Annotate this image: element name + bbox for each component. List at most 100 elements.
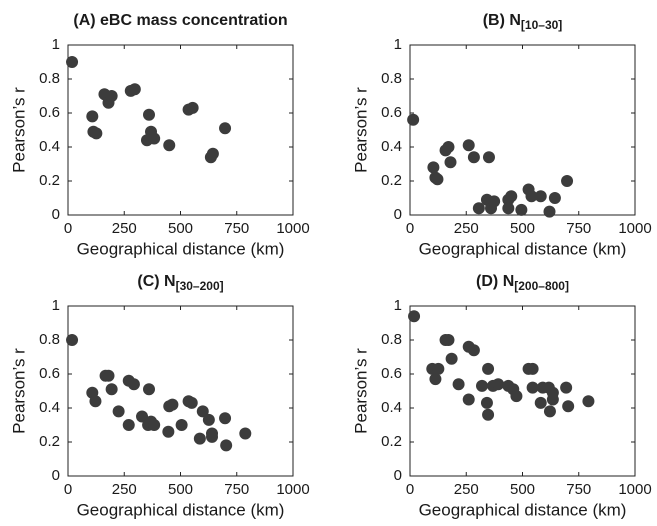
y-axis-label: Pearson’s r: [9, 87, 28, 173]
point: [122, 419, 135, 431]
x-axis-label: Geographical distance (km): [419, 500, 627, 519]
point: [86, 110, 99, 123]
point: [66, 56, 79, 68]
point: [239, 427, 252, 440]
point: [148, 419, 161, 431]
point: [502, 202, 515, 215]
y-tick-label: 0.8: [381, 331, 402, 348]
panel: (D) N[200–800] 0 0.2 0.4 0.6 0.8 1 0 250 500 750 10…: [351, 273, 651, 519]
x-axis-label: Geographical distance (km): [419, 239, 627, 258]
point: [452, 378, 465, 391]
x-tick-label: 0: [406, 481, 414, 498]
x-tick-label: 250: [454, 220, 479, 237]
point: [148, 132, 161, 145]
point: [462, 393, 475, 406]
point: [206, 147, 219, 160]
point: [102, 369, 115, 382]
point: [202, 413, 215, 426]
point: [193, 432, 206, 445]
y-axis-label: Pearson’s r: [351, 87, 370, 173]
point: [525, 190, 538, 203]
x-tick-label: 750: [224, 220, 249, 237]
point: [162, 425, 175, 438]
point: [429, 373, 442, 386]
point: [143, 383, 155, 396]
title-main: (D) N: [476, 273, 514, 290]
point: [66, 334, 79, 346]
x-tick-label: 0: [64, 481, 72, 498]
point: [206, 430, 218, 443]
title-main: (B) N: [483, 12, 521, 29]
y-tick-label: 1: [394, 297, 402, 314]
point: [128, 83, 141, 96]
y-tick-label: 0.6: [381, 104, 402, 121]
point: [562, 400, 575, 413]
point: [408, 310, 421, 323]
y-tick-label: 0: [52, 206, 60, 223]
point: [219, 122, 232, 135]
y-tick-label: 1: [394, 36, 402, 53]
point: [166, 398, 179, 411]
plot-frame: [409, 44, 636, 216]
point: [482, 408, 495, 421]
x-tick-label: 1000: [618, 481, 651, 498]
y-tick-label: 0.4: [39, 399, 60, 416]
point: [462, 139, 475, 152]
point: [560, 381, 573, 394]
title-subscript: [30–200]: [176, 279, 224, 293]
y-axis-label: Pearson’s r: [9, 348, 28, 434]
point: [90, 127, 103, 140]
point: [127, 378, 140, 391]
point: [476, 379, 488, 392]
panel: (C) N[30–200] 0 0.2 0.4 0.6 0.8 1 0 250 500 750 100…: [9, 273, 309, 519]
point: [442, 334, 455, 346]
x-tick-label: 1000: [618, 220, 651, 237]
y-tick-label: 0.6: [39, 365, 60, 382]
x-tick-label: 1000: [276, 220, 309, 237]
point: [89, 395, 102, 408]
x-axis-label: Geographical distance (km): [77, 239, 285, 258]
point: [112, 405, 125, 418]
y-tick-label: 0.2: [39, 433, 60, 450]
point: [427, 161, 440, 174]
y-tick-label: 0.2: [381, 172, 402, 189]
point: [482, 151, 495, 164]
y-tick-label: 0: [52, 467, 60, 484]
point: [185, 396, 198, 409]
x-tick-label: 250: [454, 481, 479, 498]
title-main: (C) N: [137, 273, 175, 290]
panel-title: (A) eBC mass concentration: [73, 12, 287, 29]
panel: (A) eBC mass concentration 0 0.2 0.4 0.6 0.8 1…: [9, 12, 309, 258]
y-tick-label: 0.4: [381, 399, 402, 416]
y-tick-label: 0: [394, 206, 402, 223]
point: [220, 439, 233, 452]
x-tick-label: 500: [510, 481, 535, 498]
title-main: (A) eBC mass concentration: [73, 12, 287, 29]
point: [432, 362, 445, 375]
point: [467, 151, 480, 164]
y-tick-label: 1: [52, 36, 60, 53]
y-tick-label: 1: [52, 297, 60, 314]
plot-frame: [67, 44, 294, 216]
point: [163, 139, 176, 152]
point: [431, 173, 444, 186]
y-tick-label: 0.6: [381, 365, 402, 382]
y-tick-label: 0.4: [381, 138, 402, 155]
point: [534, 396, 547, 409]
point: [488, 195, 501, 208]
point: [548, 192, 561, 204]
point: [442, 141, 455, 153]
y-tick-label: 0.4: [39, 138, 60, 155]
x-tick-label: 750: [566, 481, 591, 498]
y-axis-label: Pearson’s r: [351, 348, 370, 434]
point: [546, 393, 559, 406]
point: [472, 202, 485, 215]
x-tick-label: 0: [64, 220, 72, 237]
x-tick-label: 500: [168, 481, 193, 498]
x-tick-label: 0: [406, 220, 414, 237]
point: [526, 362, 539, 375]
point: [143, 108, 155, 121]
point: [219, 412, 232, 425]
point: [105, 90, 118, 102]
x-tick-label: 750: [566, 220, 591, 237]
